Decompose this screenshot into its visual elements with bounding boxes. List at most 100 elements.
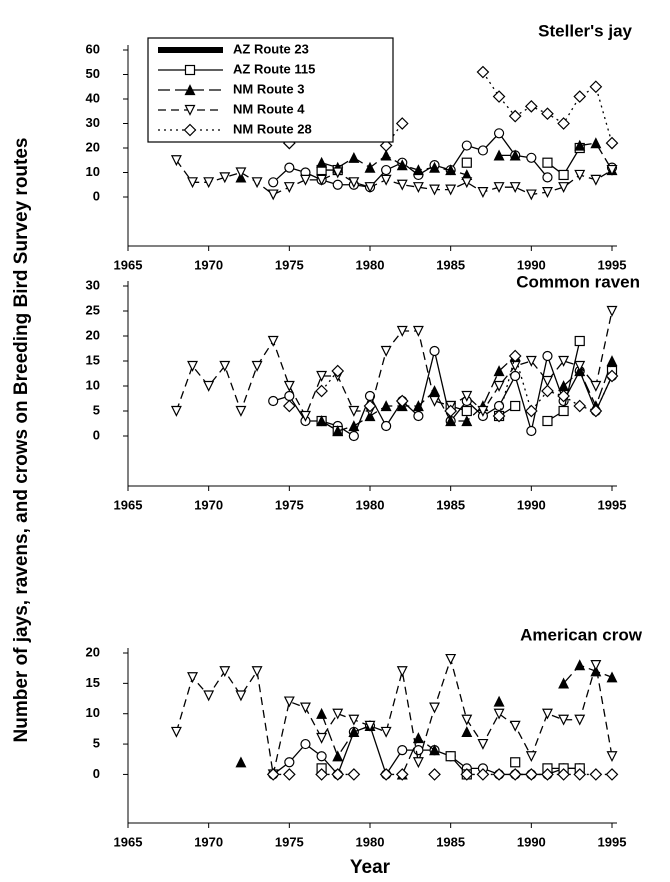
marker — [203, 690, 215, 702]
marker — [541, 375, 553, 387]
marker — [396, 159, 408, 171]
legend-label: NM Route 4 — [233, 101, 305, 116]
marker — [348, 420, 360, 432]
marker — [605, 768, 619, 781]
marker — [525, 355, 537, 367]
marker — [429, 184, 441, 196]
y-tick-label: 0 — [93, 427, 100, 442]
marker — [235, 690, 247, 702]
marker — [299, 174, 311, 186]
marker — [187, 360, 199, 372]
marker — [364, 161, 376, 173]
marker — [412, 325, 424, 337]
marker — [590, 174, 602, 186]
marker — [590, 660, 602, 671]
marker — [573, 768, 587, 781]
marker — [477, 145, 489, 156]
marker — [558, 405, 569, 417]
x-tick-label: 1965 — [114, 257, 143, 272]
marker — [412, 182, 424, 194]
marker — [332, 750, 344, 762]
marker — [493, 695, 505, 707]
marker — [332, 179, 343, 190]
y-tick-label: 10 — [86, 377, 100, 392]
y-tick-label: 15 — [86, 675, 100, 690]
legend-label: NM Route 3 — [233, 81, 305, 96]
marker — [541, 107, 554, 121]
marker — [526, 425, 537, 437]
marker — [445, 184, 457, 196]
x-tick-label: 1990 — [517, 497, 546, 512]
marker — [316, 732, 328, 744]
marker — [299, 410, 311, 422]
marker — [525, 189, 537, 201]
marker — [284, 162, 295, 173]
marker — [589, 80, 603, 94]
x-tick-label: 1990 — [517, 834, 546, 849]
marker — [284, 757, 295, 768]
marker — [461, 390, 473, 402]
marker — [267, 189, 279, 201]
marker — [445, 164, 457, 176]
marker — [509, 149, 521, 161]
marker — [331, 768, 345, 781]
x-tick-label: 1995 — [598, 497, 627, 512]
marker — [282, 399, 296, 413]
panel-title: Steller's jay — [538, 21, 632, 40]
y-tick-label: 0 — [93, 188, 100, 203]
marker — [492, 90, 506, 103]
marker — [348, 177, 360, 189]
y-tick-label: 10 — [86, 164, 100, 179]
x-tick-label: 1965 — [114, 497, 143, 512]
marker — [379, 768, 393, 781]
marker — [493, 149, 505, 161]
marker — [573, 399, 587, 413]
marker — [332, 425, 344, 437]
y-tick-label: 0 — [93, 766, 100, 781]
marker — [524, 768, 538, 781]
panel-title: American crow — [520, 625, 643, 644]
marker — [492, 409, 506, 423]
marker — [266, 768, 280, 781]
panel-title: Common raven — [516, 272, 640, 291]
marker — [363, 399, 377, 413]
y-tick-label: 25 — [86, 302, 100, 317]
marker — [283, 380, 295, 392]
marker — [395, 394, 409, 408]
marker — [510, 400, 521, 412]
marker — [348, 430, 359, 442]
marker — [557, 389, 570, 403]
marker — [477, 405, 489, 417]
marker — [380, 726, 392, 738]
marker — [477, 187, 489, 198]
marker — [558, 355, 570, 367]
x-tick-label: 1975 — [275, 497, 304, 512]
marker — [542, 157, 553, 168]
marker — [508, 349, 522, 363]
marker — [187, 177, 199, 189]
marker — [541, 384, 554, 398]
marker — [508, 109, 522, 123]
marker — [315, 384, 328, 398]
marker — [316, 751, 327, 762]
marker — [606, 751, 618, 763]
x-tick-label: 1965 — [114, 834, 143, 849]
x-tick-label: 1995 — [598, 834, 627, 849]
marker — [413, 410, 424, 422]
marker — [429, 744, 441, 756]
marker — [589, 404, 603, 418]
marker — [542, 415, 553, 427]
x-tick-label: 1970 — [194, 834, 223, 849]
marker — [606, 671, 618, 683]
marker — [316, 174, 328, 186]
marker — [573, 90, 587, 103]
legend-label: NM Route 28 — [233, 121, 312, 136]
marker — [251, 666, 263, 678]
x-tick-label: 1990 — [517, 257, 546, 272]
series-line — [175, 310, 613, 418]
marker — [461, 726, 473, 738]
legend-marker — [184, 64, 196, 76]
marker — [493, 365, 505, 377]
marker — [476, 768, 490, 781]
marker — [364, 182, 376, 194]
